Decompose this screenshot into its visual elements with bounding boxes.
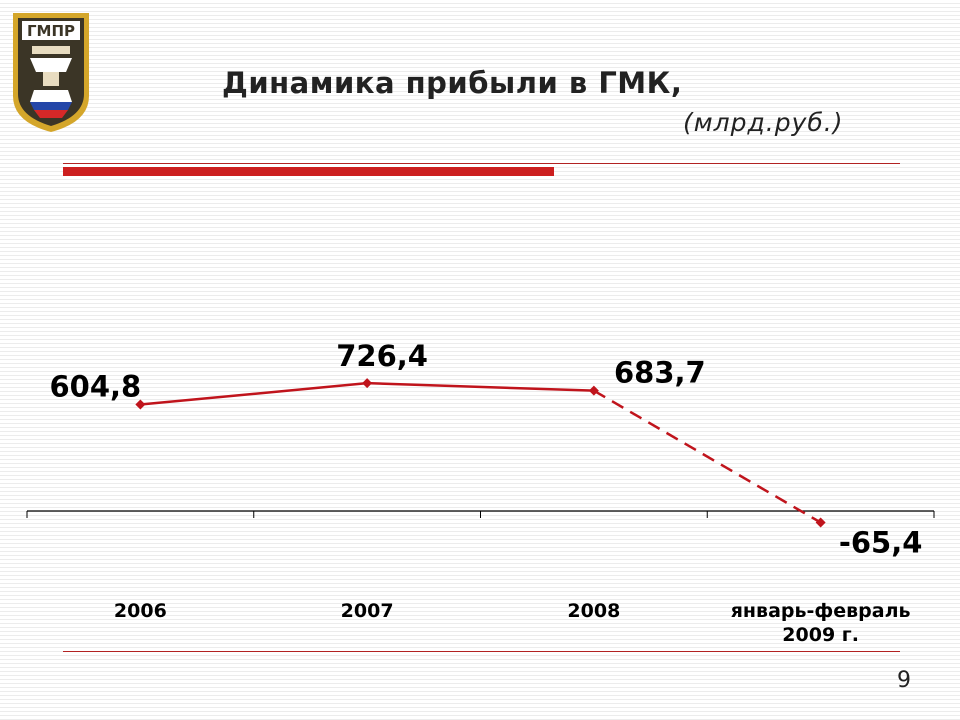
data-point-marker <box>815 517 826 528</box>
header-divider <box>63 163 900 164</box>
x-tick-label: 2007 <box>341 600 394 622</box>
svg-text:ГМПР: ГМПР <box>27 22 75 40</box>
x-tick-label: январь-февраль <box>731 600 911 622</box>
chart-subtitle: (млрд.руб.) <box>683 108 844 137</box>
gmpr-logo: ГМПР <box>13 13 89 132</box>
footer-divider <box>63 651 900 652</box>
data-label: -65,4 <box>839 526 923 560</box>
data-label: 683,7 <box>614 356 706 390</box>
data-point-marker <box>362 378 373 389</box>
series-segment <box>367 381 594 392</box>
series-segment-dashed <box>593 389 822 524</box>
data-point-marker <box>588 385 599 396</box>
x-tick-label: 2009 г. <box>782 624 859 646</box>
page-number: 9 <box>897 668 911 693</box>
data-point-marker <box>135 399 146 410</box>
chart-title: Динамика прибыли в ГМК, <box>222 66 683 100</box>
x-tick-label: 2008 <box>567 600 620 622</box>
x-tick-label: 2006 <box>114 600 167 622</box>
header-accent-bar <box>63 167 554 176</box>
data-label: 726,4 <box>336 339 428 373</box>
data-label: 604,8 <box>50 370 142 404</box>
series-segment <box>140 381 368 406</box>
